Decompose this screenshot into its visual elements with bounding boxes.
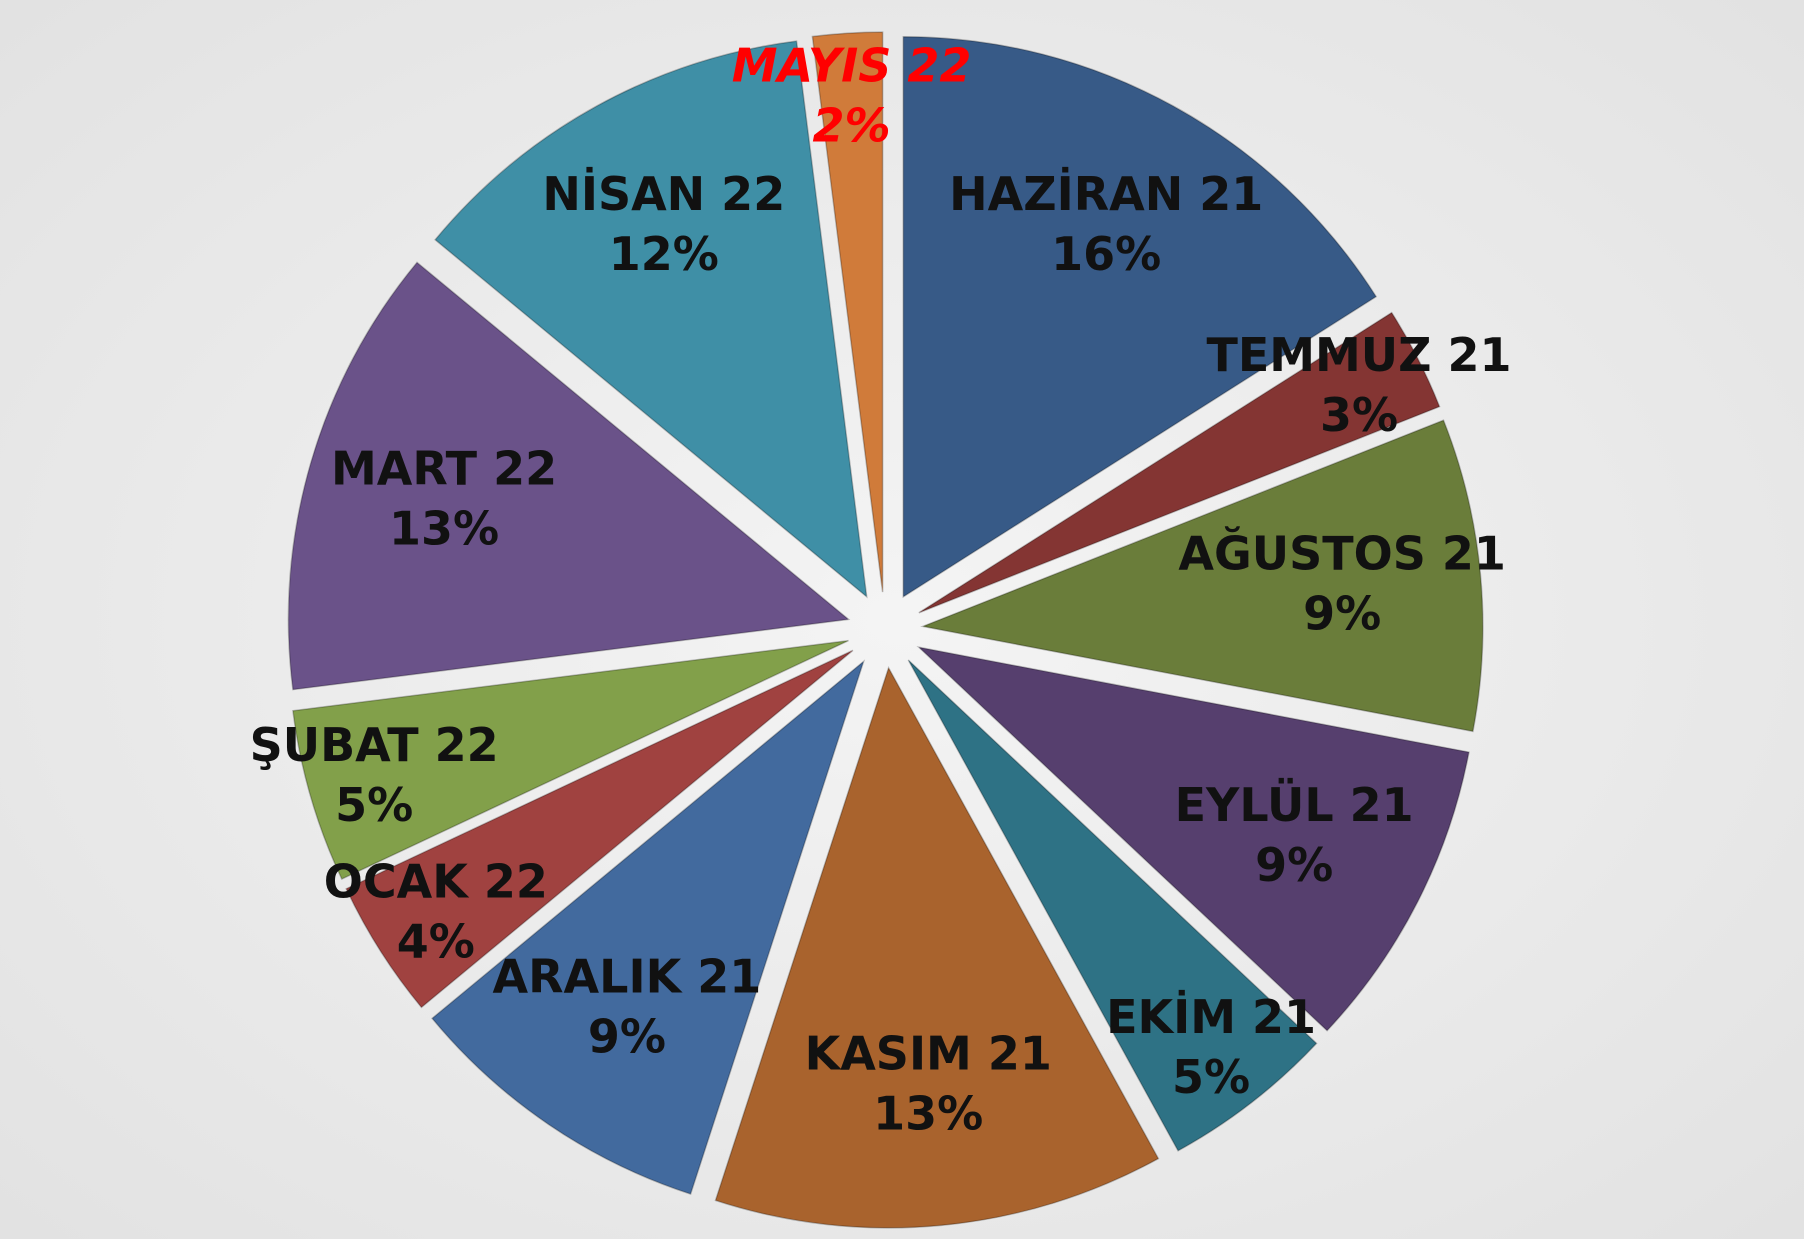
- pie-slice: [714, 665, 1160, 1229]
- slice-label: TEMMUZ 21: [1206, 328, 1511, 382]
- slice-label: MAYIS 22: [732, 39, 972, 93]
- pie-slice: [434, 40, 868, 599]
- slice-value-label: 13%: [389, 501, 499, 555]
- pie-slice: [431, 659, 866, 1195]
- slice-value-label: 13%: [873, 1087, 983, 1141]
- slice-value-label: 3%: [1320, 388, 1398, 442]
- pie-slice: [287, 261, 851, 691]
- slice-value-label: 9%: [1303, 586, 1381, 640]
- pie-slice: [345, 649, 854, 1009]
- slice-value-label: 5%: [1172, 1050, 1250, 1104]
- slice-label: KASIM 21: [805, 1027, 1052, 1081]
- slice-value-label: 5%: [335, 778, 413, 832]
- pie-slice: [902, 35, 1378, 599]
- slice-label: EKİM 21: [1106, 990, 1316, 1044]
- slice-label: HAZİRAN 21: [949, 167, 1263, 221]
- slice-label: MART 22: [331, 441, 557, 495]
- slice-value-label: 12%: [609, 227, 719, 281]
- slice-label: OCAK 22: [324, 855, 548, 909]
- pie-slice: [920, 419, 1484, 733]
- slice-value-label: 2%: [813, 99, 891, 153]
- pie-slice: [811, 31, 884, 593]
- pie-slice: [918, 311, 1441, 614]
- pie-slice: [916, 646, 1470, 1032]
- slice-value-label: 9%: [588, 1009, 666, 1063]
- slice-label: EYLÜL 21: [1175, 778, 1414, 832]
- slice-label: NİSAN 22: [542, 167, 785, 221]
- pie-slice: [907, 659, 1318, 1152]
- slice-label: ARALIK 21: [493, 949, 762, 1003]
- slice-value-label: 9%: [1255, 838, 1333, 892]
- slice-value-label: 4%: [397, 915, 475, 969]
- slice-value-label: 16%: [1051, 227, 1161, 281]
- slice-label: ŞUBAT 22: [250, 718, 499, 772]
- pie-slice: [292, 639, 849, 881]
- slice-label: AĞUSTOS 21: [1178, 526, 1505, 580]
